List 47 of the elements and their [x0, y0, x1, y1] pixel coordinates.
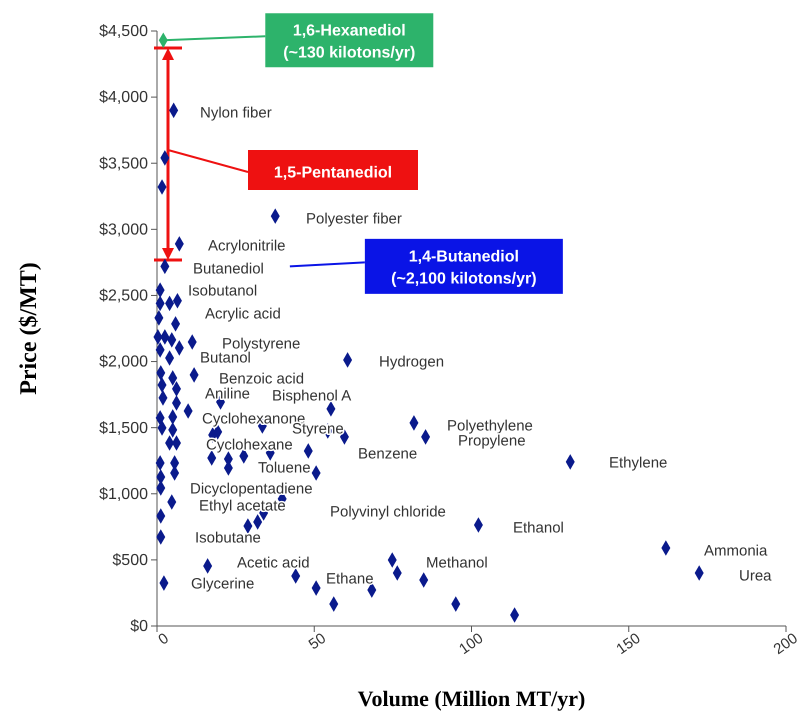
annotation: Acrylic acid [205, 305, 281, 322]
annotation: Bisphenol A [272, 387, 352, 404]
y-tick-label: $500 [112, 552, 148, 570]
annotation: Nylon fiber [200, 104, 272, 122]
annotation: Aniline [205, 385, 250, 402]
annotation: Ethane [326, 570, 374, 588]
text: 1,4-Butanediol (~2,100 kilotons/yr) [391, 248, 537, 288]
annotation: Toluene [258, 459, 311, 476]
annotation: Acrylonitrile [208, 237, 286, 254]
y-tick-label: $2,000 [99, 354, 148, 371]
y-tick-label: $3,500 [99, 155, 148, 172]
annotation: Polyester fiber [306, 210, 402, 228]
annotation: Propylene [458, 432, 526, 450]
annotation: Ethylene [609, 454, 668, 472]
annotation: Benzoic acid [219, 370, 304, 388]
y-tick-label: $4,000 [99, 89, 148, 106]
x-axis-title: Volume (Million MT/yr) [358, 686, 586, 711]
annotation: Polyvinyl chloride [330, 503, 446, 520]
annotation: Cyclohexane [206, 436, 293, 454]
y-tick-label: $3,000 [99, 221, 148, 238]
annotation: Methanol [426, 554, 488, 572]
annotation: Ammonia [704, 542, 768, 560]
annotation: Butanediol [193, 260, 264, 278]
x-tick-label: 50 [306, 630, 330, 654]
y-tick-label: $1,500 [99, 420, 148, 437]
annotation: Polyethylene [447, 417, 533, 434]
annotation: Urea [739, 567, 772, 584]
y-axis-title: Price ($/MT) [16, 262, 42, 395]
annotation: 1,5-Pentanediol [274, 164, 392, 182]
annotation: Acetic acid [237, 554, 310, 572]
x-tick-label: 0 [155, 630, 172, 648]
y-tick-label: $1,000 [99, 486, 148, 503]
x-tick-label: 150 [613, 630, 644, 658]
annotation: Polystyrene [222, 335, 300, 352]
annotation: Dicyclopentadiene [190, 480, 313, 498]
y-tick-label: $2,500 [99, 288, 148, 305]
y-tick-label: $0 [130, 618, 148, 636]
annotation: Glycerine [191, 575, 254, 592]
annotation: Ethanol [513, 519, 564, 536]
x-tick-label: 100 [456, 630, 486, 658]
annotation: Hydrogen [379, 353, 444, 370]
y-tick-label: $4,500 [99, 23, 148, 40]
annotation: Isobutane [195, 529, 261, 546]
annotation: Isobutanol [188, 282, 258, 300]
annotation: Benzene [358, 445, 418, 462]
x-tick-label: 200 [770, 630, 801, 658]
text: 1,6-Hexanediol (~130 kilotons/yr) [283, 22, 416, 62]
